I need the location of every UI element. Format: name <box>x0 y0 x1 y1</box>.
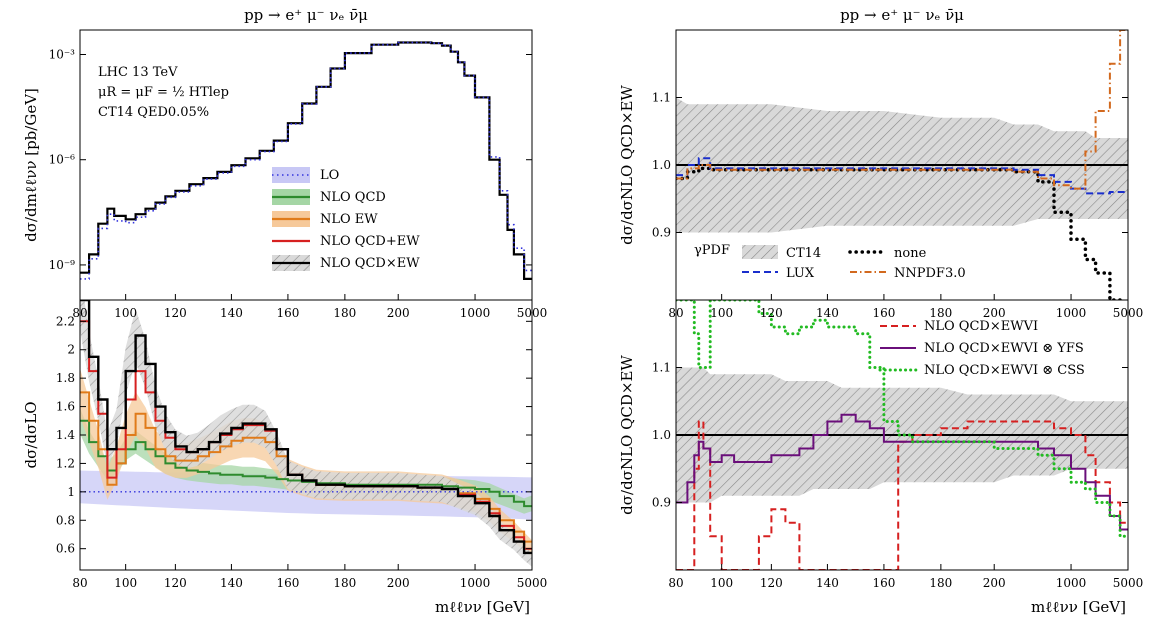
rt-series-nnpdf3-0 <box>676 30 1128 190</box>
ratio-series-nlo-qcd-ew <box>80 300 532 555</box>
right-bottom-y-axis-label: dσ/dσNLO QCD×EW <box>618 355 636 515</box>
right-bottom-x-tick-label: 160 <box>872 576 895 590</box>
left-bottom-x-tick-label: 160 <box>276 576 299 590</box>
left-bottom-y-tick-label: 2.2 <box>56 314 75 328</box>
legend-label: NLO QCD+EW <box>320 234 420 249</box>
legend-swatch-band <box>272 167 310 183</box>
tick-labels: 10⁻³10⁻⁶10⁻⁹80 100 120 140 160 180 200 1000 5000… <box>49 48 1144 590</box>
left-top-y-axis-label: dσ/dmℓℓνν [pb/GeV] <box>22 88 40 242</box>
left-top-x-tick-label: 1000 <box>460 306 491 320</box>
left-top-x-tick-label: 160 <box>276 306 299 320</box>
right-bottom-x-tick-label: 120 <box>760 576 783 590</box>
left-top-x-tick-label: 180 <box>333 306 356 320</box>
left-bottom-y-tick-label: 1.2 <box>56 456 75 470</box>
left-bottom-y-tick-label: 1.8 <box>56 371 75 385</box>
left-bottom-y-tick-label: 1.6 <box>56 400 75 414</box>
left-top-x-tick-label: 200 <box>387 306 410 320</box>
right-bottom-x-tick-label: 180 <box>929 576 952 590</box>
legend-label: NLO EW <box>320 212 378 227</box>
right-chart-title: pp → e⁺ μ⁻ νₑ ν̄μ <box>840 6 964 24</box>
left-top-y-tick-label: 10⁻⁹ <box>49 258 76 272</box>
rb-series-nlo-qcd-ewvi-css <box>676 300 1128 538</box>
left-top-x-tick-label: 100 <box>114 306 137 320</box>
left-bottom-x-tick-label: 200 <box>387 576 410 590</box>
ratio-series-nlo-qcd <box>80 419 532 508</box>
right-top-y-axis-label: dσ/dσNLO QCD×EW <box>618 85 636 245</box>
right-top-panel <box>676 30 1128 300</box>
right-top-x-tick-label: 100 <box>710 306 733 320</box>
band-nlo-qcd-ew <box>80 300 532 567</box>
rt-series-lux <box>676 157 1128 195</box>
left-top-y-tick-label: 10⁻⁶ <box>49 153 76 167</box>
legend-label: LUX <box>786 266 815 281</box>
left-bottom-y-tick-label: 2 <box>67 343 75 357</box>
annotation-scale: μR = μF = ½ HTlep <box>98 85 229 100</box>
legend-label: LO <box>320 168 339 183</box>
right-bottom-x-tick-label: 1000 <box>1056 576 1087 590</box>
right-bottom-y-tick-label: 1.1 <box>652 361 671 375</box>
left-bottom-y-axis-label: dσ/dσLO <box>22 402 40 469</box>
right-bottom-panel <box>676 300 1128 570</box>
right-top-x-tick-label: 5000 <box>1113 306 1144 320</box>
left-top-x-tick-label: 80 <box>72 306 87 320</box>
right-top-x-tick-label: 80 <box>668 306 683 320</box>
legend-label: CT14 <box>786 246 821 261</box>
legend-swatch-band <box>742 245 778 259</box>
right-top-x-tick-label: 1000 <box>1056 306 1087 320</box>
right-bottom-legend: NLO QCD×EWVI NLO QCD×EWVI ⊗ YFS NLO QCD×EW… <box>878 319 1085 378</box>
rb-series-nlo-qcd-ewvi <box>676 420 1128 570</box>
legend-label: NLO QCD×EWVI <box>924 319 1038 334</box>
right-bottom-y-tick-label: 1.0 <box>652 428 671 442</box>
left-bottom-panel <box>80 300 532 567</box>
left-legend: LO NLO QCD NLO EW NLO QCD+EW NLO QCD×EW <box>272 167 420 271</box>
left-bottom-x-tick-label: 140 <box>220 576 243 590</box>
right-bottom-x-tick-label: 80 <box>668 576 683 590</box>
right-top-y-tick-label: 0.9 <box>652 226 671 240</box>
left-top-panel <box>80 41 532 280</box>
ratio-series-nlo-ew <box>80 391 532 543</box>
left-bottom-x-tick-label: 180 <box>333 576 356 590</box>
right-bottom-x-tick-label: 200 <box>983 576 1006 590</box>
legend-label: NLO QCD×EWVI ⊗ CSS <box>924 363 1085 378</box>
right-top-x-tick-label: 200 <box>983 306 1006 320</box>
left-bottom-y-tick-label: 1.4 <box>56 428 75 442</box>
legend-label: NNPDF3.0 <box>894 266 966 281</box>
left-top-x-tick-label: 140 <box>220 306 243 320</box>
legend-label: NLO QCD×EWVI ⊗ YFS <box>924 341 1084 356</box>
right-bottom-x-tick-label: 140 <box>816 576 839 590</box>
legend-label: NLO QCD×EW <box>320 256 420 271</box>
left-bottom-y-tick-label: 0.6 <box>56 542 75 556</box>
right-top-x-tick-label: 180 <box>929 306 952 320</box>
left-top-x-tick-label: 120 <box>164 306 187 320</box>
left-top-y-tick-label: 10⁻³ <box>49 48 76 62</box>
series-nlo-qcd-ew <box>80 41 532 280</box>
right-bottom-y-tick-label: 0.9 <box>652 496 671 510</box>
right-top-y-tick-label: 1.1 <box>652 91 671 105</box>
right-top-x-tick-label: 140 <box>816 306 839 320</box>
right-bottom-x-tick-label: 100 <box>710 576 733 590</box>
right-top-legend-title: γPDF <box>694 243 730 258</box>
legend-label: none <box>894 246 927 261</box>
left-bottom-y-tick-label: 1 <box>67 485 75 499</box>
left-x-axis-label: mℓℓνν [GeV] <box>435 598 530 616</box>
left-bottom-x-tick-label: 100 <box>114 576 137 590</box>
right-bottom-x-tick-label: 5000 <box>1113 576 1144 590</box>
annotation-pdf: CT14 QED0.05% <box>98 105 209 120</box>
annotation-lhc: LHC 13 TeV <box>98 65 178 80</box>
left-bottom-y-tick-label: 0.8 <box>56 513 75 527</box>
right-top-x-tick-label: 160 <box>872 306 895 320</box>
legend-label: NLO QCD <box>320 190 386 205</box>
left-bottom-x-tick-label: 1000 <box>460 576 491 590</box>
left-bottom-x-tick-label: 5000 <box>517 576 548 590</box>
right-x-axis-label: mℓℓνν [GeV] <box>1031 598 1126 616</box>
right-top-x-tick-label: 120 <box>760 306 783 320</box>
left-chart-title: pp → e⁺ μ⁻ νₑ ν̄μ <box>244 6 368 24</box>
right-top-y-tick-label: 1.0 <box>652 158 671 172</box>
left-bottom-x-tick-label: 80 <box>72 576 87 590</box>
left-top-x-tick-label: 5000 <box>517 306 548 320</box>
right-top-legend: CT14 none LUX NNPDF3.0 <box>742 245 966 281</box>
left-bottom-x-tick-label: 120 <box>164 576 187 590</box>
